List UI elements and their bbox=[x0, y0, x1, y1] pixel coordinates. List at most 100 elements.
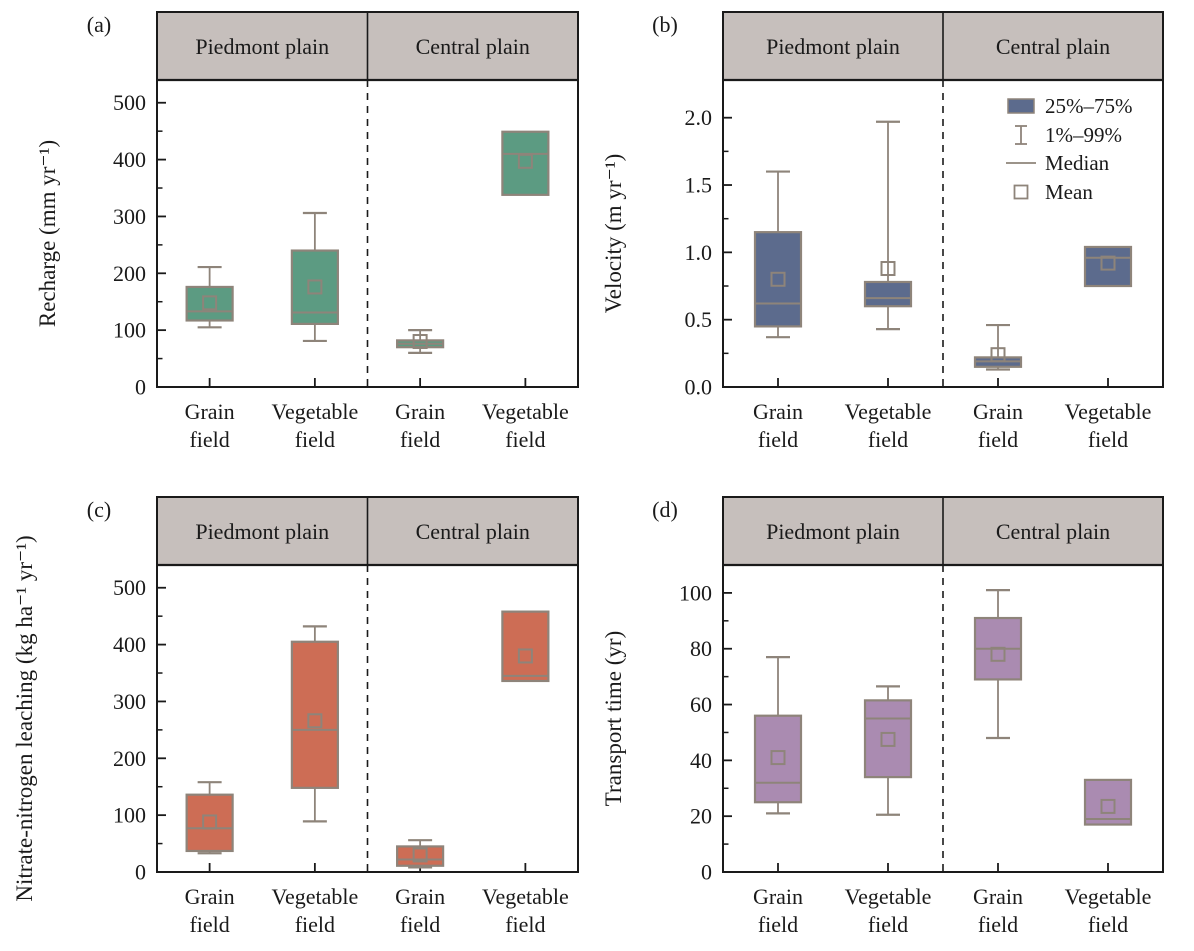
y-tick-label: 0 bbox=[135, 860, 146, 885]
iqr-box bbox=[863, 280, 913, 308]
y-tick-label: 400 bbox=[113, 147, 146, 172]
box-group-1 bbox=[753, 170, 803, 339]
x-category-label-line1: Grain bbox=[395, 884, 445, 909]
x-category-label-line2: field bbox=[295, 427, 335, 452]
panel-letter-label: (a) bbox=[87, 12, 111, 37]
panel-d-transport-time: Piedmont plain Central plain 0 20 40 60 80 100 G… bbox=[597, 475, 1194, 951]
y-tick-label: 0 bbox=[135, 375, 146, 400]
x-category-label-line2: field bbox=[758, 427, 798, 452]
y-tick-label: 100 bbox=[113, 803, 146, 828]
boxplot-chart-a: Piedmont plain Central plain 0 100 200 300 400… bbox=[35, 11, 579, 452]
iqr-box bbox=[396, 845, 445, 867]
box-group-4 bbox=[1083, 245, 1133, 288]
boxplot-chart-c: Piedmont plain Central plain 0 100 200 300 400… bbox=[12, 496, 579, 937]
legend-label: Median bbox=[1045, 151, 1110, 175]
box-group-3 bbox=[396, 839, 445, 869]
box-group-3 bbox=[973, 589, 1023, 740]
mean-square-marker bbox=[517, 648, 533, 664]
mean-square-marker bbox=[517, 153, 533, 169]
plot-border bbox=[156, 496, 579, 873]
box-group-1 bbox=[753, 656, 803, 815]
box-group-2 bbox=[290, 625, 339, 823]
y-tick-label: 0 bbox=[701, 860, 712, 885]
iqr-box bbox=[1083, 778, 1133, 826]
y-tick-label: 300 bbox=[113, 689, 146, 714]
x-category-label-line2: field bbox=[1088, 427, 1128, 452]
panel-b-velocity: Piedmont plain Central plain 0.0 0.5 1.0 1.5 2… bbox=[597, 0, 1194, 475]
x-category-label-line1: Vegetable bbox=[845, 399, 932, 424]
mean-square-marker bbox=[990, 347, 1006, 363]
legend: 25%–75% 1%–99% Median Mean bbox=[1006, 94, 1133, 204]
y-tick-label: 500 bbox=[113, 575, 146, 600]
mean-square-marker bbox=[202, 814, 218, 830]
y-tick-label: 100 bbox=[679, 580, 712, 605]
y-axis-label: Nitrate-nitrogen leaching (kg ha⁻¹ yr⁻¹) bbox=[12, 535, 37, 901]
y-axis-label: Transport time (yr) bbox=[601, 631, 626, 806]
mean-square-marker bbox=[770, 271, 786, 287]
legend-box-symbol bbox=[1007, 98, 1035, 114]
group-header-central: Central plain bbox=[996, 34, 1110, 59]
x-category-label-line1: Grain bbox=[973, 884, 1023, 909]
panel-letter-label: (d) bbox=[652, 497, 678, 522]
y-tick-label: 2.0 bbox=[685, 105, 713, 130]
x-category-label-line1: Vegetable bbox=[1065, 884, 1152, 909]
x-category-label-line2: field bbox=[868, 912, 908, 937]
x-category-label-line1: Vegetable bbox=[1065, 399, 1152, 424]
y-tick-label: 200 bbox=[113, 746, 146, 771]
x-category-label-line2: field bbox=[1088, 912, 1128, 937]
x-category-label-line2: field bbox=[400, 912, 440, 937]
group-header-piedmont: Piedmont plain bbox=[766, 519, 900, 544]
y-axis-label: Recharge (mm yr⁻¹) bbox=[35, 140, 60, 327]
x-category-label-line1: Grain bbox=[395, 399, 445, 424]
group-header-piedmont: Piedmont plain bbox=[766, 34, 900, 59]
x-category-label-line2: field bbox=[400, 427, 440, 452]
y-axis-label: Velocity (m yr⁻¹) bbox=[601, 154, 626, 314]
y-tick-label: 1.5 bbox=[685, 173, 713, 198]
y-tick-label: 200 bbox=[113, 261, 146, 286]
mean-square-marker bbox=[1100, 255, 1116, 271]
plot-border bbox=[722, 496, 1164, 873]
plot-border bbox=[156, 11, 579, 388]
x-category-label-line1: Vegetable bbox=[272, 399, 359, 424]
x-category-label-line1: Vegetable bbox=[845, 884, 932, 909]
panel-letter-label: (b) bbox=[652, 12, 678, 37]
group-header-central: Central plain bbox=[416, 34, 530, 59]
legend-mean-symbol bbox=[1013, 184, 1029, 200]
x-category-label-line1: Grain bbox=[753, 884, 803, 909]
iqr-box bbox=[185, 285, 234, 322]
box-group-4 bbox=[1083, 778, 1133, 826]
mean-square-marker bbox=[307, 279, 323, 295]
mean-square-marker bbox=[412, 847, 428, 863]
group-header-piedmont: Piedmont plain bbox=[195, 34, 329, 59]
iqr-box bbox=[1083, 245, 1133, 288]
x-category-label-line2: field bbox=[505, 912, 545, 937]
x-category-label-line1: Grain bbox=[185, 884, 235, 909]
iqr-box bbox=[753, 231, 803, 328]
iqr-box bbox=[753, 714, 803, 804]
box-group-2 bbox=[863, 685, 913, 816]
panel-a-recharge: Piedmont plain Central plain 0 100 200 300 400… bbox=[0, 0, 597, 475]
group-header-piedmont: Piedmont plain bbox=[195, 519, 329, 544]
mean-square-marker bbox=[880, 261, 896, 277]
x-category-label-line2: field bbox=[978, 912, 1018, 937]
iqr-box bbox=[501, 130, 550, 196]
y-tick-label: 400 bbox=[113, 632, 146, 657]
y-tick-label: 500 bbox=[113, 90, 146, 115]
group-header-central: Central plain bbox=[996, 519, 1110, 544]
box-group-1 bbox=[185, 265, 234, 329]
y-tick-label: 0.0 bbox=[685, 375, 713, 400]
x-category-label-line1: Grain bbox=[973, 399, 1023, 424]
x-category-label-line1: Grain bbox=[185, 399, 235, 424]
x-category-label-line1: Vegetable bbox=[482, 884, 569, 909]
mean-square-marker bbox=[880, 731, 896, 747]
y-tick-label: 80 bbox=[690, 636, 712, 661]
iqr-box bbox=[185, 793, 234, 853]
legend-label: 1%–99% bbox=[1045, 123, 1122, 147]
box-group-2 bbox=[290, 211, 339, 343]
x-category-label-line2: field bbox=[505, 427, 545, 452]
mean-square-marker bbox=[770, 750, 786, 766]
panel-letter-label: (c) bbox=[87, 497, 111, 522]
x-category-label-line2: field bbox=[868, 427, 908, 452]
x-category-label-line2: field bbox=[758, 912, 798, 937]
